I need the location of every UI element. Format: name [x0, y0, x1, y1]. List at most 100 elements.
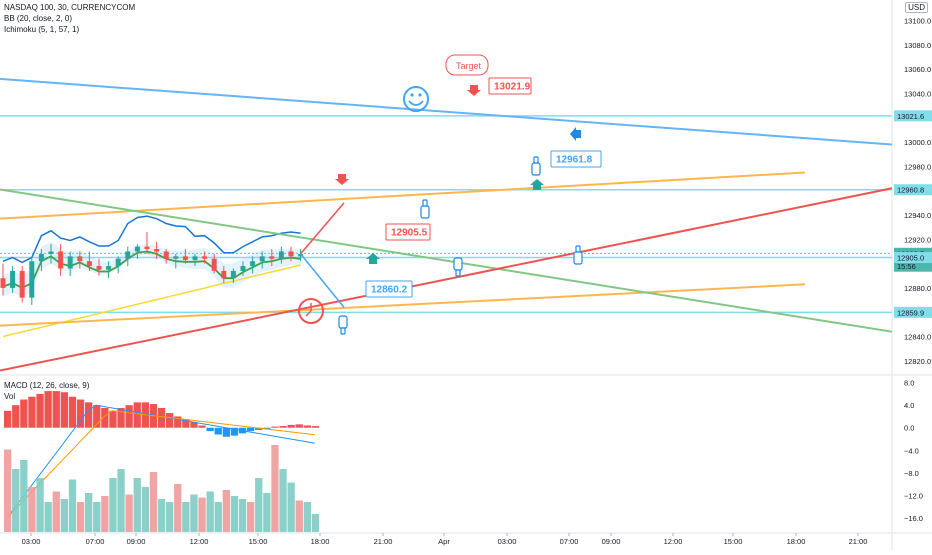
- ascending-trendline-red: [0, 187, 893, 372]
- price-axis-label-bg: [894, 306, 932, 318]
- candle-body: [278, 251, 284, 259]
- volume-bar: [157, 499, 166, 532]
- macd-histogram-bar: [28, 396, 36, 428]
- volume-bar: [190, 494, 198, 532]
- candle-body: [77, 256, 83, 262]
- candle-body: [269, 256, 275, 259]
- time-tick-label: 15:00: [249, 537, 268, 546]
- bollinger-upper-line: [2, 215, 301, 264]
- annotations[interactable]: Target 13021.9 12961.8 12905.5 12860.2: [298, 54, 602, 335]
- volume-legend[interactable]: Vol: [4, 392, 16, 401]
- price-axis-label: 12859.9: [894, 306, 932, 318]
- volume-bar: [133, 478, 141, 532]
- thumbs-up-icon: [420, 199, 430, 219]
- label-12860: 12860.2: [365, 280, 413, 298]
- volume-bar: [117, 469, 125, 532]
- volume-bar: [174, 484, 182, 532]
- candle-body: [221, 270, 227, 279]
- candle-body: [202, 256, 208, 259]
- macd-histogram-bar: [182, 419, 190, 428]
- price-axis-label: 15:56: [894, 260, 932, 272]
- clock-circle: [298, 298, 324, 324]
- volume-bar: [101, 496, 109, 532]
- candle-body: [182, 256, 188, 260]
- price-tick-label: 12820.0: [904, 357, 931, 366]
- volume-bar: [238, 499, 247, 532]
- candle-body: [163, 251, 169, 259]
- macd-histogram-bar: [101, 408, 109, 428]
- time-tick-label: 03:00: [22, 537, 41, 546]
- ascending-trendline-orange-upper: [0, 171, 806, 220]
- candle-body: [250, 261, 256, 267]
- candle-body: [67, 256, 73, 269]
- price-tick-label: 12940.0: [904, 211, 931, 220]
- macd-histogram-bar: [263, 427, 271, 429]
- descending-trendline-green: [0, 188, 893, 333]
- macd-histogram-bar: [44, 391, 52, 428]
- candle-body: [230, 270, 236, 279]
- time-tick-label: 18:00: [787, 537, 806, 546]
- candle-body: [192, 256, 198, 260]
- time-tick-label: 12:00: [190, 537, 209, 546]
- time-tick-label: 07:00: [560, 537, 579, 546]
- macd-histogram-bar: [125, 405, 133, 428]
- volume-bar: [60, 499, 68, 532]
- label-12860-text: 12860.2: [371, 285, 408, 296]
- macd-histogram-bar: [287, 424, 295, 428]
- volume-bar: [68, 479, 77, 532]
- macd-legend[interactable]: MACD (12, 26, close, 9): [4, 381, 90, 390]
- candle-body: [298, 253, 304, 257]
- bb-indicator-legend[interactable]: BB (20, close, 2, 0): [4, 14, 73, 23]
- macd-histogram-bar: [214, 427, 222, 435]
- volume-bar: [222, 490, 230, 532]
- symbol-legend[interactable]: NASDAQ 100, 30, CURRENCYCOM: [4, 3, 136, 12]
- volume-bar: [20, 460, 28, 532]
- volume-bar: [230, 496, 239, 532]
- macd-histogram-bar: [166, 413, 174, 428]
- thumbs-down-icon-finger: [455, 269, 461, 277]
- candle-body: [58, 251, 64, 269]
- macd-histogram-bar: [303, 425, 311, 428]
- price-tick-label: 13100.0: [904, 17, 931, 26]
- time-tick-label: Apr: [438, 537, 450, 546]
- macd-tick-label: −16.0: [904, 514, 923, 523]
- price-axis-label-text: 12859.9: [897, 308, 924, 317]
- volume-bar: [247, 502, 255, 532]
- time-tick-label: 09:00: [602, 537, 621, 546]
- main-pane[interactable]: [0, 77, 893, 372]
- projection-down-line: [300, 253, 345, 308]
- thumbs-down-icon-finger: [340, 327, 346, 335]
- volume-bar: [279, 469, 287, 532]
- time-tick-label: 18:00: [311, 537, 330, 546]
- up-arrow-icon: [366, 253, 380, 264]
- smiley-face: [403, 86, 429, 112]
- volume-bar: [166, 502, 174, 532]
- macd-tick-label: 4.0: [904, 401, 914, 410]
- macd-histogram-bar: [133, 402, 141, 428]
- candle-body: [211, 258, 217, 271]
- label-12961: 12961.8: [550, 150, 602, 168]
- thumbs-up-icon-finger: [422, 199, 428, 207]
- price-axis-label: 13021.6: [894, 110, 932, 122]
- ichimoku-lagging-line: [2, 264, 301, 338]
- macd-histogram-bar: [157, 408, 166, 428]
- macd-tick-label: −4.0: [904, 446, 919, 455]
- macd-histogram-bar: [255, 427, 263, 430]
- time-tick-label: 15:00: [724, 537, 743, 546]
- ichimoku-indicator-legend[interactable]: Ichimoku (5, 1, 57, 1): [4, 25, 80, 34]
- macd-histogram-bar: [93, 405, 101, 428]
- volume-bar: [52, 491, 60, 532]
- macd-histogram-bar: [85, 402, 93, 428]
- currency-badge[interactable]: USD: [905, 2, 928, 13]
- candle-body: [144, 246, 150, 250]
- price-axis-label-bg: [894, 110, 932, 122]
- volume-bar: [263, 493, 271, 532]
- candle-body: [134, 246, 140, 252]
- volume-bar: [206, 491, 214, 532]
- candle-body: [48, 251, 54, 254]
- macd-histogram-bar: [117, 408, 125, 428]
- price-tick-label: 12880.0: [904, 284, 931, 293]
- volume-bar: [311, 514, 320, 532]
